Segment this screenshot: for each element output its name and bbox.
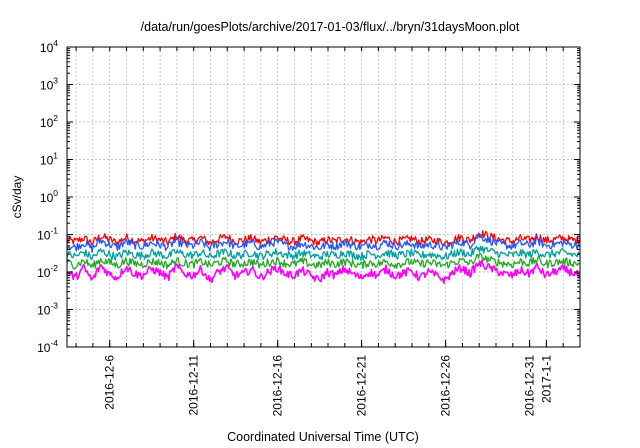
y-tick-labels: 10-4 10-3 10-2 10-1 100 101 102 103 104 — [37, 38, 58, 355]
x-tick-label: 2016-12-11 — [187, 355, 201, 416]
x-tick-label: 2016-12-16 — [271, 355, 285, 417]
y-tick-label: 10-4 — [37, 338, 58, 355]
series-line-5 — [66, 260, 580, 285]
series-line-1 — [66, 230, 580, 247]
x-tick-label: 2016-12-31 — [523, 355, 537, 417]
x-tick-label: 2016-12-26 — [439, 355, 453, 417]
y-tick-label: 10-1 — [37, 226, 58, 243]
series-line-3 — [66, 245, 580, 261]
x-axis-label: Coordinated Universal Time (UTC) — [227, 430, 419, 444]
y-tick-label: 10-2 — [37, 263, 58, 280]
y-tick-label: 103 — [40, 76, 58, 93]
y-tick-label: 10-3 — [37, 301, 58, 318]
x-tick-labels: 2016-12-6 2016-12-11 2016-12-16 2016-12-21 2… — [103, 355, 554, 417]
x-tick-label: 2017-1-1 — [539, 355, 553, 403]
y-axis-label: cSv/day — [10, 176, 24, 219]
chart-title: /data/run/goesPlots/archive/2017-01-03/f… — [141, 20, 520, 34]
y-tick-label: 100 — [40, 188, 58, 205]
series-group — [66, 230, 580, 285]
series-line-2 — [66, 232, 580, 253]
y-tick-label: 102 — [40, 113, 58, 130]
y-tick-label: 104 — [40, 38, 58, 55]
x-tick-label: 2016-12-6 — [103, 355, 117, 410]
grid-lines — [67, 47, 581, 347]
y-tick-label: 101 — [40, 151, 58, 168]
x-tick-label: 2016-12-21 — [355, 355, 369, 417]
tick-marks — [67, 46, 581, 348]
series-line-4 — [66, 253, 580, 270]
